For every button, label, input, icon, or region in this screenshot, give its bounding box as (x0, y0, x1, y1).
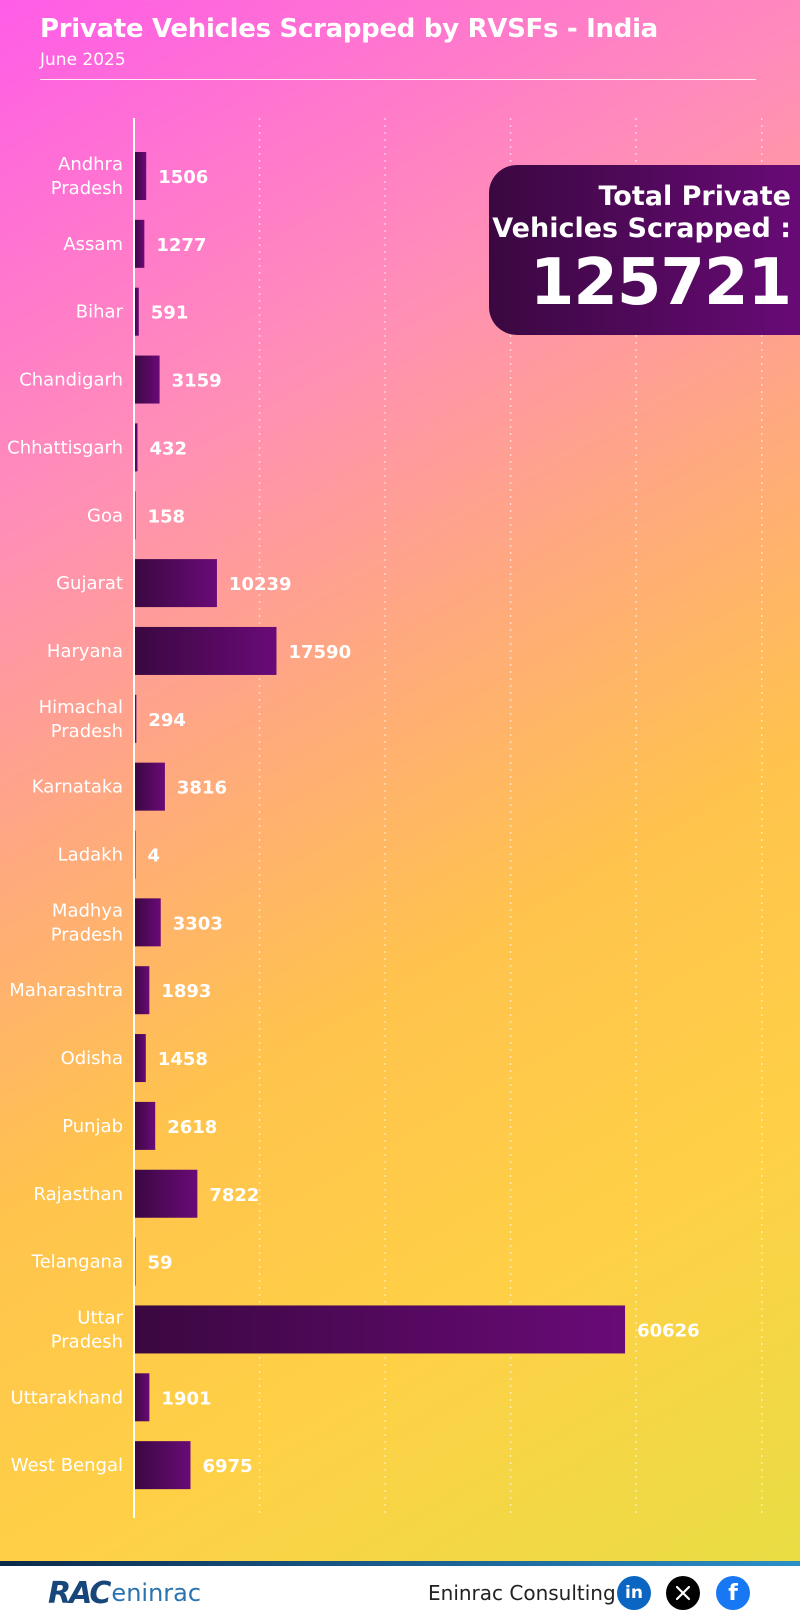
bar (134, 762, 165, 811)
bar-value-label: 1277 (156, 235, 206, 256)
total-summary-label: Total Private Vehicles Scrapped : (492, 181, 791, 244)
category-label: Gujarat (56, 573, 123, 594)
chart-title: Private Vehicles Scrapped by RVSFs - Ind… (40, 14, 658, 44)
category-label: Andhra Pradesh (51, 154, 123, 199)
footer: RAC eninrac Eninrac Consulting in f (0, 1561, 800, 1621)
x-glyph (675, 1585, 691, 1601)
bar-value-label: 3816 (177, 778, 227, 799)
bar (134, 626, 277, 675)
bar-value-label: 17590 (288, 642, 351, 663)
bar-value-label: 4 (148, 846, 161, 867)
category-label: Punjab (62, 1116, 123, 1137)
category-label: West Bengal (11, 1455, 123, 1476)
category-label: Chandigarh (19, 370, 123, 391)
bar-value-label: 6975 (202, 1456, 252, 1477)
bar-value-label: 1506 (158, 167, 208, 188)
bar-value-label: 3159 (172, 371, 222, 392)
category-label: Uttar Pradesh (51, 1307, 124, 1352)
bar-value-label: 294 (148, 710, 186, 731)
bar (134, 219, 145, 268)
category-label: Telangana (31, 1252, 123, 1273)
bar (134, 287, 139, 336)
category-label: Goa (87, 505, 123, 526)
logo-word: eninrac (111, 1579, 202, 1607)
bar-chart: 1506 Andhra Pradesh 1277 Assam 591 Bihar 3159 Ch… (7, 152, 700, 1490)
bar-value-label: 591 (151, 303, 189, 324)
x-icon[interactable] (666, 1576, 700, 1610)
category-label: Maharashtra (9, 980, 123, 1001)
bar-value-label: 10239 (229, 574, 292, 595)
bar (134, 966, 150, 1015)
category-label: Bihar (76, 302, 124, 323)
bar (134, 559, 217, 608)
bar-value-label: 1901 (161, 1388, 211, 1409)
bar (134, 1101, 156, 1150)
bar (134, 1169, 198, 1218)
bar-value-label: 7822 (209, 1185, 259, 1206)
bar-value-label: 432 (149, 438, 187, 459)
bar (134, 1441, 191, 1490)
company-name: Eninrac Consulting (428, 1581, 616, 1605)
chart-header: Private Vehicles Scrapped by RVSFs - Ind… (40, 14, 756, 70)
bar-value-label: 2618 (167, 1117, 217, 1138)
bar (134, 1305, 626, 1354)
total-summary-value: 125721 (529, 246, 792, 320)
category-label: Karnataka (32, 777, 123, 798)
header-divider (40, 79, 756, 80)
chart-subtitle: June 2025 (40, 50, 126, 70)
category-label: Assam (63, 234, 123, 255)
category-label: Chhattisgarh (7, 437, 123, 458)
bar (134, 1373, 150, 1422)
facebook-icon[interactable]: f (716, 1576, 750, 1610)
logo-mark: RAC (48, 1575, 111, 1611)
bar-value-label: 158 (148, 506, 186, 527)
bar-value-label: 60626 (637, 1320, 700, 1341)
bar-value-label: 1458 (158, 1049, 208, 1070)
linkedin-icon[interactable]: in (617, 1576, 651, 1610)
company-logo[interactable]: RAC eninrac (48, 1575, 202, 1611)
bar (134, 694, 137, 743)
bar (134, 423, 138, 472)
total-summary-card: Total Private Vehicles Scrapped : 125721 (489, 165, 800, 335)
category-label: Ladakh (58, 845, 123, 866)
category-label: Himachal Pradesh (39, 697, 123, 742)
bar (134, 1034, 146, 1083)
bar (134, 355, 160, 404)
footer-stripe (0, 1561, 800, 1566)
category-label: Uttarakhand (11, 1387, 123, 1408)
category-label: Rajasthan (34, 1184, 123, 1205)
category-label: Odisha (61, 1048, 123, 1069)
category-label: Haryana (47, 641, 123, 662)
category-label: Madhya Pradesh (51, 900, 123, 945)
bar (134, 152, 147, 200)
bar-value-label: 3303 (173, 913, 223, 934)
bar (134, 898, 161, 947)
bar-value-label: 59 (148, 1253, 173, 1274)
bar-value-label: 1893 (161, 981, 211, 1002)
